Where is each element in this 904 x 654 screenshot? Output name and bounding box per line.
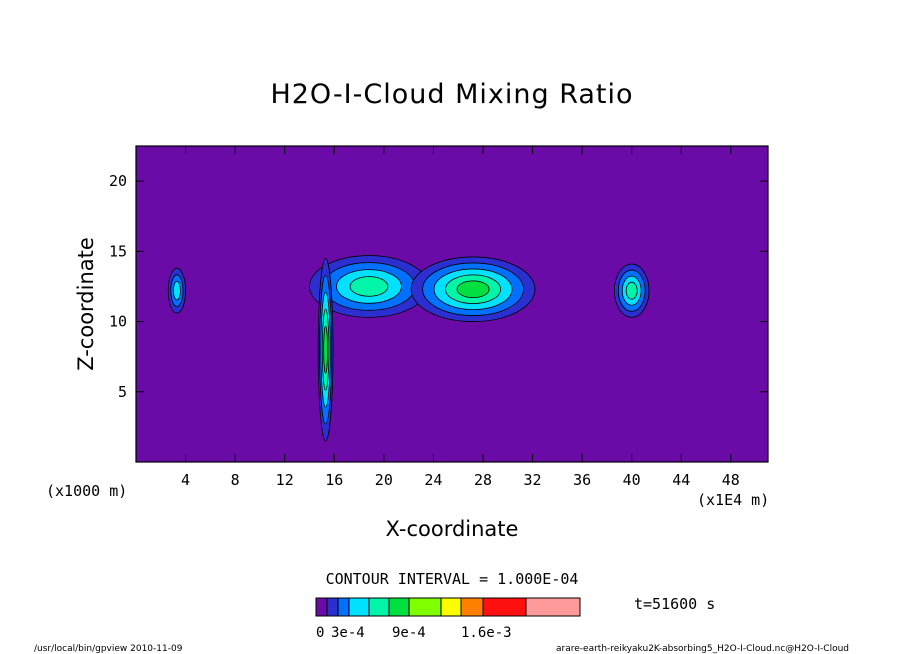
colorbar-swatch (482, 597, 527, 617)
cloud-1 (167, 267, 186, 314)
colorbar-swatch (408, 597, 442, 617)
colorbar-swatch (368, 597, 390, 617)
y-tick-label: 5 (118, 383, 127, 401)
footer-left: /usr/local/bin/gpview 2010-11-09 (34, 644, 183, 654)
colorbar-label: 9e-4 (392, 625, 426, 641)
colorbar-swatch (388, 597, 410, 617)
cloud-2 (309, 255, 429, 318)
colorbar-swatch (525, 597, 581, 617)
contour-interval-text: CONTOUR INTERVAL = 1.000E-04 (326, 570, 579, 588)
x-tick-label: 8 (231, 471, 240, 489)
x-axis-title: X-coordinate (386, 517, 519, 541)
x-tick-label: 16 (325, 471, 343, 489)
cloud-3 (410, 256, 536, 322)
colorbar-legend (315, 597, 581, 617)
time-label: t=51600 s (634, 595, 715, 613)
colorbar-swatch (315, 597, 328, 617)
x-unit-right: (x1E4 m) (697, 491, 769, 509)
x-unit-left: (x1000 m) (46, 482, 127, 500)
x-tick-label: 24 (424, 471, 442, 489)
x-tick-label: 20 (375, 471, 393, 489)
cloud-1-level-3 (172, 281, 181, 301)
colorbar-label: 3e-4 (331, 625, 365, 641)
cloud-4-level-4 (625, 281, 638, 300)
colorbar-labels: 0 3e-4 9e-4 1.6e-3 (316, 625, 512, 641)
chart-title: H2O-I-Cloud Mixing Ratio (270, 79, 633, 110)
y-tick-label: 10 (109, 313, 127, 331)
cloud-2-level-4 (349, 276, 389, 297)
x-tick-label: 40 (623, 471, 641, 489)
colorbar-swatch (460, 597, 484, 617)
x-tick-label: 12 (276, 471, 294, 489)
x-tick-label: 36 (573, 471, 591, 489)
colorbar-label: 0 (316, 625, 324, 641)
colorbar-label: 1.6e-3 (461, 625, 512, 641)
cloud-3-level-5 (456, 280, 490, 299)
cloud-5-level-5 (323, 325, 328, 374)
x-tick-label: 4 (181, 471, 190, 489)
y-tick-label: 15 (109, 242, 127, 260)
cloud-contours (167, 255, 650, 442)
colorbar-swatch (440, 597, 462, 617)
cloud-5 (317, 257, 334, 442)
x-tick-label: 48 (722, 471, 740, 489)
y-tick-label: 20 (109, 172, 127, 190)
colorbar-swatch (348, 597, 370, 617)
x-tick-label: 44 (672, 471, 690, 489)
y-axis-title: Z-coordinate (74, 237, 98, 371)
cloud-4 (613, 263, 650, 318)
plot-frame (135, 145, 769, 463)
colorbar-swatch (337, 597, 350, 617)
x-tick-label: 28 (474, 471, 492, 489)
footer-right: arare-earth-reikyaku2K-absorbing5_H2O-I-… (556, 644, 849, 654)
colorbar-swatch (326, 597, 339, 617)
x-tick-label: 32 (524, 471, 542, 489)
